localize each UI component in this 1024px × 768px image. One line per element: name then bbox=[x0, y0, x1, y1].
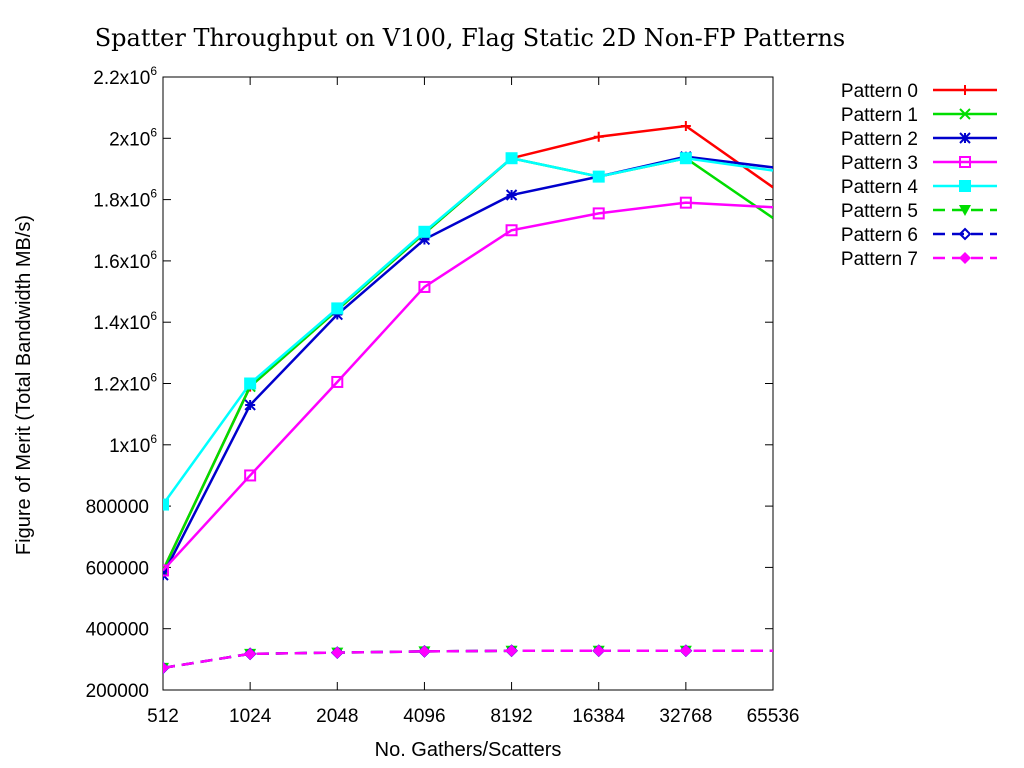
y-tick-label: 800000 bbox=[86, 497, 149, 518]
chart-title: Spatter Throughput on V100, Flag Static … bbox=[95, 24, 846, 52]
series-line bbox=[163, 649, 773, 670]
y-tick-label: 1.2x106 bbox=[93, 371, 157, 396]
data-point bbox=[418, 225, 431, 238]
x-tick-label: 65536 bbox=[747, 706, 800, 727]
data-point bbox=[163, 661, 169, 674]
x-tick-label: 8192 bbox=[490, 706, 532, 727]
legend-marker bbox=[959, 205, 971, 216]
legend-label: Pattern 6 bbox=[841, 225, 918, 246]
legend-marker bbox=[959, 252, 971, 264]
data-point bbox=[331, 375, 344, 388]
legend-marker bbox=[958, 227, 972, 241]
series-line bbox=[163, 155, 773, 576]
data-point bbox=[418, 645, 431, 658]
data-point bbox=[244, 377, 257, 390]
series-1 bbox=[163, 152, 773, 577]
series-0 bbox=[163, 121, 773, 576]
x-tick-label: 512 bbox=[147, 706, 179, 727]
y-axis-label: Figure of Merit (Total Bandwidth MB/s) bbox=[13, 215, 35, 555]
series-3 bbox=[163, 196, 773, 577]
legend-label: Pattern 2 bbox=[841, 129, 918, 150]
data-point bbox=[505, 189, 518, 201]
legend-marker bbox=[959, 108, 971, 120]
data-point bbox=[244, 647, 257, 660]
plot-area bbox=[163, 121, 773, 675]
x-tick-label: 32768 bbox=[659, 706, 712, 727]
legend-label: Pattern 1 bbox=[841, 105, 918, 126]
legend-marker bbox=[960, 85, 970, 95]
data-point bbox=[418, 233, 431, 246]
data-point bbox=[331, 646, 344, 659]
data-point bbox=[163, 498, 169, 511]
data-point bbox=[592, 207, 605, 220]
x-tick-label: 16384 bbox=[572, 706, 625, 727]
y-tick-label: 400000 bbox=[86, 620, 149, 641]
legend: Pattern 0 Pattern 1 Pattern 2 Pattern 3 Patt… bbox=[841, 81, 997, 270]
y-tick-label: 600000 bbox=[86, 558, 149, 579]
data-point bbox=[593, 131, 604, 142]
data-point bbox=[679, 152, 692, 165]
x-axis-ticks: 512 1024 2048 4096 8192 16384 32768 65536 bbox=[147, 77, 799, 727]
y-tick-label: 2x106 bbox=[109, 125, 157, 150]
y-tick-label: 1.8x106 bbox=[93, 187, 157, 212]
legend-label: Pattern 4 bbox=[841, 177, 919, 198]
series-line bbox=[163, 201, 773, 572]
y-axis-ticks: 200000 400000 600000 800000 1x106 1.2x106 1.4x… bbox=[86, 64, 773, 702]
data-point bbox=[505, 152, 518, 165]
y-tick-label: 2.2x106 bbox=[93, 64, 157, 89]
data-point bbox=[244, 399, 256, 411]
data-point bbox=[505, 644, 518, 657]
legend-label: Pattern 3 bbox=[841, 153, 918, 174]
series-7 bbox=[163, 644, 773, 674]
series-4 bbox=[163, 152, 773, 511]
data-point bbox=[679, 196, 692, 209]
legend-label: Pattern 0 bbox=[841, 81, 918, 102]
y-tick-label: 1x106 bbox=[109, 432, 157, 457]
y-tick-label: 200000 bbox=[86, 681, 149, 702]
data-point bbox=[679, 644, 692, 657]
y-tick-label: 1.6x106 bbox=[93, 248, 157, 273]
data-point bbox=[592, 644, 605, 657]
x-tick-label: 1024 bbox=[229, 706, 272, 727]
legend-marker bbox=[959, 156, 971, 168]
data-point bbox=[331, 302, 344, 315]
y-tick-label: 1.4x106 bbox=[93, 309, 157, 334]
legend-label: Pattern 7 bbox=[841, 249, 918, 270]
x-tick-label: 4096 bbox=[403, 706, 445, 727]
data-point bbox=[163, 564, 169, 577]
series-2 bbox=[163, 150, 773, 581]
data-point bbox=[680, 121, 691, 132]
x-tick-label: 2048 bbox=[316, 706, 358, 727]
legend-marker bbox=[959, 132, 971, 144]
legend-marker bbox=[959, 180, 971, 192]
data-point bbox=[505, 224, 518, 237]
series-line bbox=[163, 156, 773, 572]
data-point bbox=[244, 469, 257, 482]
series-line bbox=[163, 156, 773, 506]
series-line bbox=[163, 124, 773, 572]
data-point bbox=[418, 280, 431, 293]
legend-label: Pattern 5 bbox=[841, 201, 918, 222]
data-point bbox=[331, 308, 343, 321]
data-point bbox=[592, 170, 605, 183]
x-axis-label: No. Gathers/Scatters bbox=[375, 739, 562, 761]
